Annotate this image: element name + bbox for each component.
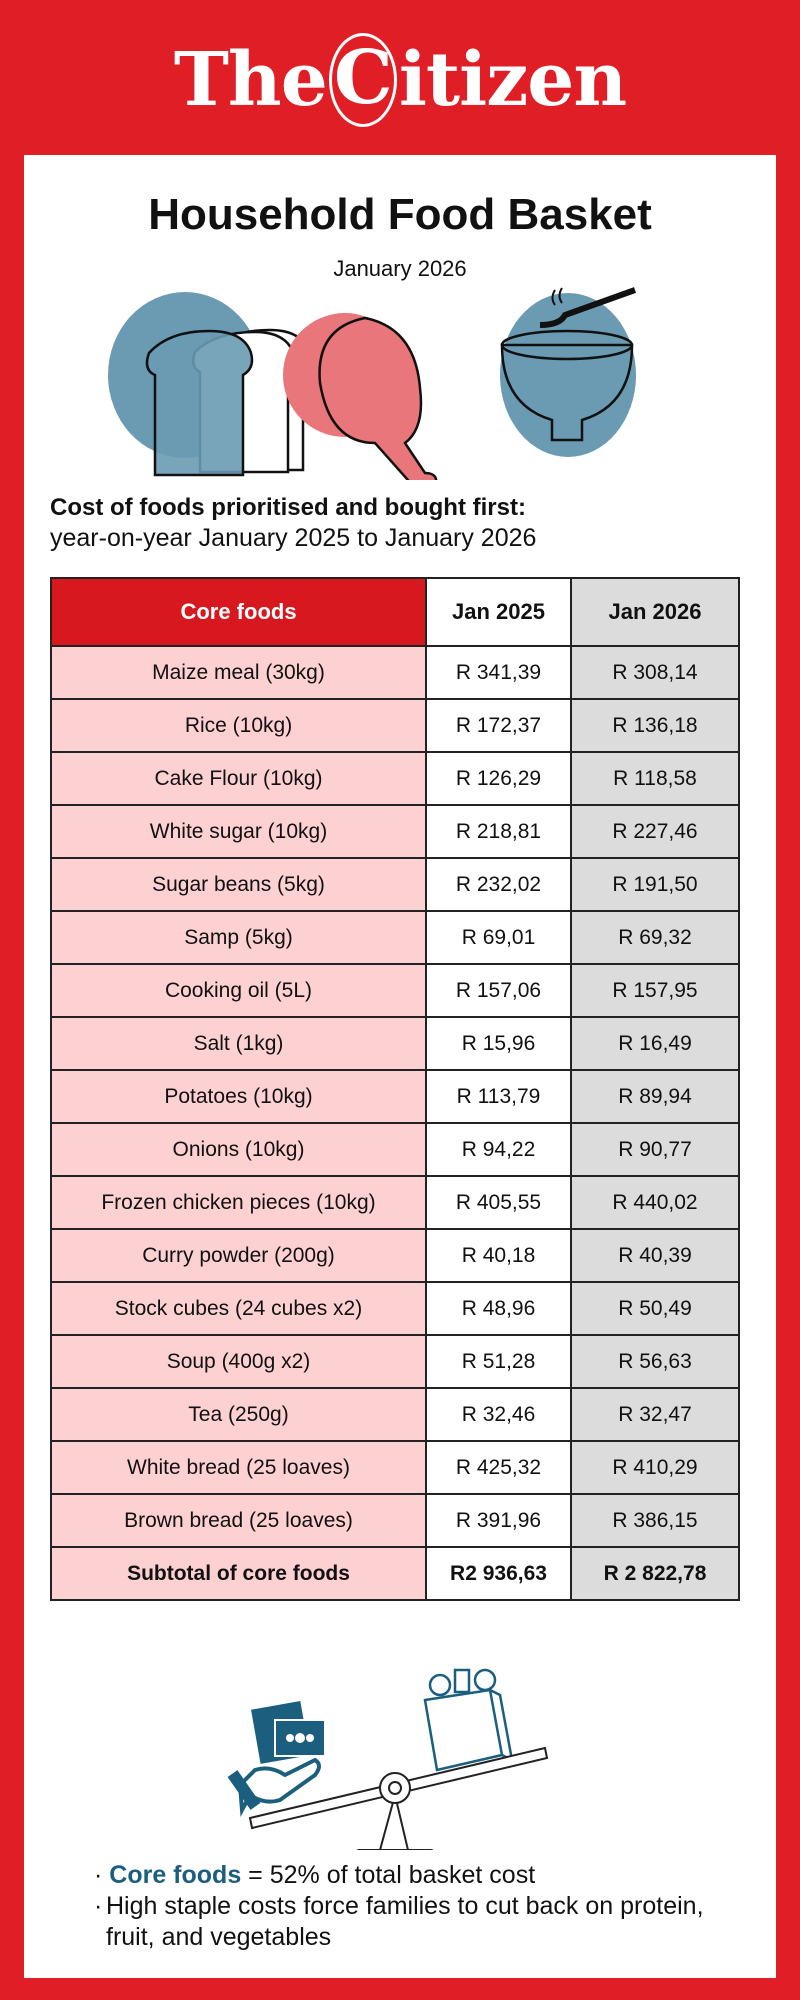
cell-jan-2026: R 191,50 — [570, 857, 740, 912]
table-row: Cooking oil (5L) R 157,06 R 157,95 — [50, 963, 740, 1018]
table-row: White bread (25 loaves) R 425,32 R 410,29 — [50, 1440, 740, 1495]
note-staple-costs: · High staple costs force families to cut… — [94, 1892, 704, 1951]
page-subtitle: January 2026 — [333, 256, 467, 281]
soup-bowl-icon — [500, 287, 637, 457]
cell-jan-2025: R 218,81 — [425, 804, 572, 859]
balance-scale-icon — [248, 1746, 549, 1850]
cell-jan-2026: R 410,29 — [570, 1440, 740, 1495]
bread-icon — [108, 292, 311, 477]
note-core-foods-share: · Core foods = 52% of total basket cost — [94, 1861, 536, 1889]
cell-item: Curry powder (200g) — [50, 1228, 427, 1283]
cell-jan-2025: R 113,79 — [425, 1069, 572, 1124]
cell-jan-2025: R 32,46 — [425, 1387, 572, 1442]
cell-jan-2026: R 440,02 — [570, 1175, 740, 1230]
table-row: Brown bread (25 loaves) R 391,96 R 386,15 — [50, 1493, 740, 1548]
key-notes: · Core foods = 52% of total basket cost … — [90, 1860, 730, 1953]
cell-jan-2025: R 172,37 — [425, 698, 572, 753]
cell-jan-2025: R 51,28 — [425, 1334, 572, 1389]
cell-jan-2026: R 89,94 — [570, 1069, 740, 1124]
cell-jan-2026: R 16,49 — [570, 1016, 740, 1071]
cell-jan-2026: R 118,58 — [570, 751, 740, 806]
cell-jan-2025: R 40,18 — [425, 1228, 572, 1283]
cell-jan-2025: R 425,32 — [425, 1440, 572, 1495]
table-row: Soup (400g x2) R 51,28 R 56,63 — [50, 1334, 740, 1389]
table-row: Stock cubes (24 cubes x2) R 48,96 R 50,49 — [50, 1281, 740, 1336]
cell-item: Onions (10kg) — [50, 1122, 427, 1177]
table-row: Salt (1kg) R 15,96 R 16,49 — [50, 1016, 740, 1071]
balance-scale-illustration — [227, 1668, 549, 1850]
cell-jan-2026: R 32,47 — [570, 1387, 740, 1442]
cell-jan-2025: R 391,96 — [425, 1493, 572, 1548]
cell-jan-2026: R 227,46 — [570, 804, 740, 859]
cell-item: Tea (250g) — [50, 1387, 427, 1442]
table-row: White sugar (10kg) R 218,81 R 227,46 — [50, 804, 740, 859]
cell-item: Salt (1kg) — [50, 1016, 427, 1071]
cell-item: Samp (5kg) — [50, 910, 427, 965]
cell-jan-2026: R 40,39 — [570, 1228, 740, 1283]
chicken-drumstick-icon — [283, 313, 438, 480]
cell-item: White sugar (10kg) — [50, 804, 427, 859]
core-foods-table: Core foods Jan 2025 Jan 2026 Maize meal … — [50, 577, 740, 1601]
cell-jan-2025: R 341,39 — [425, 645, 572, 700]
table-row: Maize meal (30kg) R 341,39 R 308,14 — [50, 645, 740, 700]
cell-jan-2026: R 56,63 — [570, 1334, 740, 1389]
table-row: Curry powder (200g) R 40,18 R 40,39 — [50, 1228, 740, 1283]
money-hand-icon — [227, 1701, 326, 1817]
cell-jan-2026: R 90,77 — [570, 1122, 740, 1177]
cell-jan-2025: R 69,01 — [425, 910, 572, 965]
page-title: Household Food Basket — [148, 190, 652, 239]
cell-jan-2025: R 232,02 — [425, 857, 572, 912]
cell-jan-2025: R 15,96 — [425, 1016, 572, 1071]
column-header-jan-2025: Jan 2025 — [425, 577, 572, 647]
cell-item: Potatoes (10kg) — [50, 1069, 427, 1124]
cell-jan-2025: R 48,96 — [425, 1281, 572, 1336]
cell-jan-2026: R 69,32 — [570, 910, 740, 965]
subtotal-cell-jan-2026: R 2 822,78 — [570, 1546, 740, 1601]
cell-item: Cake Flour (10kg) — [50, 751, 427, 806]
subtotal-row: Subtotal of core foods R2 936,63 R 2 822,7… — [50, 1546, 740, 1601]
cell-jan-2025: R 94,22 — [425, 1122, 572, 1177]
cell-item: White bread (25 loaves) — [50, 1440, 427, 1495]
table-row: Cake Flour (10kg) R 126,29 R 118,58 — [50, 751, 740, 806]
cell-item: Frozen chicken pieces (10kg) — [50, 1175, 427, 1230]
table-row: Tea (250g) R 32,46 R 32,47 — [50, 1387, 740, 1442]
table-row: Sugar beans (5kg) R 232,02 R 191,50 — [50, 857, 740, 912]
cell-jan-2026: R 157,95 — [570, 963, 740, 1018]
cell-item: Stock cubes (24 cubes x2) — [50, 1281, 427, 1336]
cell-item: Maize meal (30kg) — [50, 645, 427, 700]
cell-jan-2026: R 308,14 — [570, 645, 740, 700]
column-header-jan-2026: Jan 2026 — [570, 577, 740, 647]
food-illustrations — [108, 287, 637, 480]
cell-jan-2025: R 405,55 — [425, 1175, 572, 1230]
subtotal-cell-item: Subtotal of core foods — [50, 1546, 427, 1601]
table-row: Rice (10kg) R 172,37 R 136,18 — [50, 698, 740, 753]
cell-jan-2026: R 386,15 — [570, 1493, 740, 1548]
cell-item: Rice (10kg) — [50, 698, 427, 753]
cell-item: Brown bread (25 loaves) — [50, 1493, 427, 1548]
table-row: Onions (10kg) R 94,22 R 90,77 — [50, 1122, 740, 1177]
intro-subheading: year-on-year January 2025 to January 202… — [50, 524, 537, 552]
cell-item: Soup (400g x2) — [50, 1334, 427, 1389]
cell-jan-2026: R 50,49 — [570, 1281, 740, 1336]
column-header-core-foods: Core foods — [50, 577, 427, 647]
the-citizen-logo: TheCitizen — [0, 30, 800, 130]
cell-jan-2025: R 157,06 — [425, 963, 572, 1018]
intro-heading: Cost of foods prioritised and bought fir… — [50, 494, 526, 521]
table-row: Potatoes (10kg) R 113,79 R 89,94 — [50, 1069, 740, 1124]
grocery-bag-icon — [423, 1668, 514, 1772]
cell-item: Sugar beans (5kg) — [50, 857, 427, 912]
cell-jan-2026: R 136,18 — [570, 698, 740, 753]
table-row: Samp (5kg) R 69,01 R 69,32 — [50, 910, 740, 965]
cell-jan-2025: R 126,29 — [425, 751, 572, 806]
subtotal-cell-jan-2025: R2 936,63 — [425, 1546, 572, 1601]
table-header-row: Core foods Jan 2025 Jan 2026 — [50, 577, 740, 647]
table-row: Frozen chicken pieces (10kg) R 405,55 R 44… — [50, 1175, 740, 1230]
cell-item: Cooking oil (5L) — [50, 963, 427, 1018]
